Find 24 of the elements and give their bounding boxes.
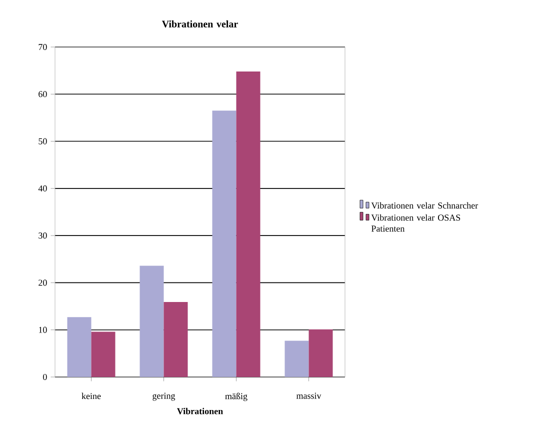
y-tick-label: 30	[38, 232, 47, 239]
bar	[164, 302, 188, 377]
y-tick-label: 50	[38, 138, 47, 144]
y-tick-label: 40	[38, 185, 47, 192]
x-tick-label: keine	[82, 392, 101, 400]
bar	[91, 332, 116, 377]
y-tick-label: 60	[38, 91, 47, 98]
legend-label: Vibrationen velar OSAS Patienten	[371, 214, 460, 232]
bar	[308, 329, 333, 377]
y-tick-label: 10	[38, 326, 47, 333]
legend-label: Vibrationen velar Schnarcher	[371, 202, 478, 209]
bar	[140, 266, 164, 377]
bar	[284, 340, 309, 377]
bar	[212, 110, 236, 377]
x-tick-label: massiv	[296, 392, 322, 399]
y-tick-label: 0	[43, 374, 47, 380]
y-tick-label: 70	[38, 44, 47, 50]
x-axis-title: Vibrationen	[177, 408, 223, 414]
x-tick-label: mäßig	[225, 392, 248, 402]
x-tick-label: gering	[152, 392, 176, 401]
chart-title: Vibrationen velar	[162, 20, 238, 28]
bar	[236, 72, 260, 377]
y-tick-label: 20	[38, 280, 47, 286]
bar	[67, 317, 92, 377]
